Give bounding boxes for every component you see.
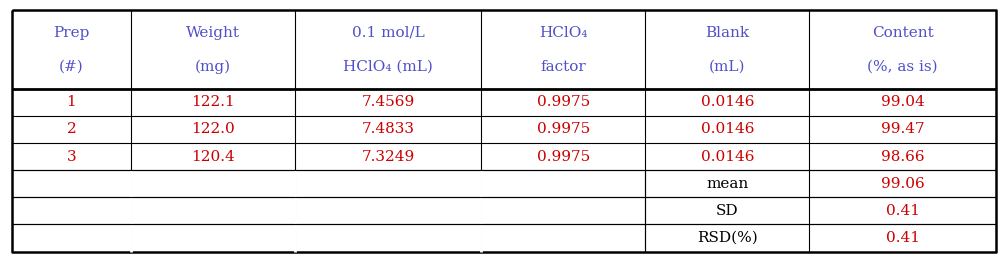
Text: 120.4: 120.4 xyxy=(191,150,235,163)
Text: RSD(%): RSD(%) xyxy=(697,231,758,245)
Text: (%, as is): (%, as is) xyxy=(867,60,937,74)
Text: 122.1: 122.1 xyxy=(191,95,235,109)
Text: 7.3249: 7.3249 xyxy=(362,150,414,163)
Text: Weight: Weight xyxy=(185,26,240,40)
Text: HClO₄: HClO₄ xyxy=(539,26,588,40)
Text: factor: factor xyxy=(540,60,587,74)
Text: 0.41: 0.41 xyxy=(886,204,919,218)
Text: 0.0146: 0.0146 xyxy=(701,150,754,163)
Text: 99.04: 99.04 xyxy=(881,95,924,109)
Text: 0.0146: 0.0146 xyxy=(701,123,754,137)
Text: (mg): (mg) xyxy=(195,59,231,74)
Text: 0.9975: 0.9975 xyxy=(536,95,590,109)
Text: 0.9975: 0.9975 xyxy=(536,123,590,137)
Text: 0.41: 0.41 xyxy=(886,231,919,245)
Text: 0.9975: 0.9975 xyxy=(536,150,590,163)
Text: 0.1 mol/L: 0.1 mol/L xyxy=(352,26,424,40)
Text: mean: mean xyxy=(707,177,749,191)
Text: 1: 1 xyxy=(67,95,77,109)
Text: 122.0: 122.0 xyxy=(191,123,235,137)
Text: SD: SD xyxy=(716,204,739,218)
Text: 99.06: 99.06 xyxy=(881,177,924,191)
Text: 98.66: 98.66 xyxy=(881,150,924,163)
Text: (mL): (mL) xyxy=(709,60,746,74)
Text: 0.0146: 0.0146 xyxy=(701,95,754,109)
Text: 2: 2 xyxy=(67,123,77,137)
Text: 7.4833: 7.4833 xyxy=(362,123,414,137)
Text: HClO₄ (mL): HClO₄ (mL) xyxy=(343,60,433,74)
Text: 3: 3 xyxy=(67,150,77,163)
Text: 99.47: 99.47 xyxy=(881,123,924,137)
Text: 7.4569: 7.4569 xyxy=(362,95,414,109)
Text: Content: Content xyxy=(872,26,933,40)
Text: (#): (#) xyxy=(59,60,84,74)
Text: Blank: Blank xyxy=(706,26,749,40)
Text: Prep: Prep xyxy=(53,26,90,40)
